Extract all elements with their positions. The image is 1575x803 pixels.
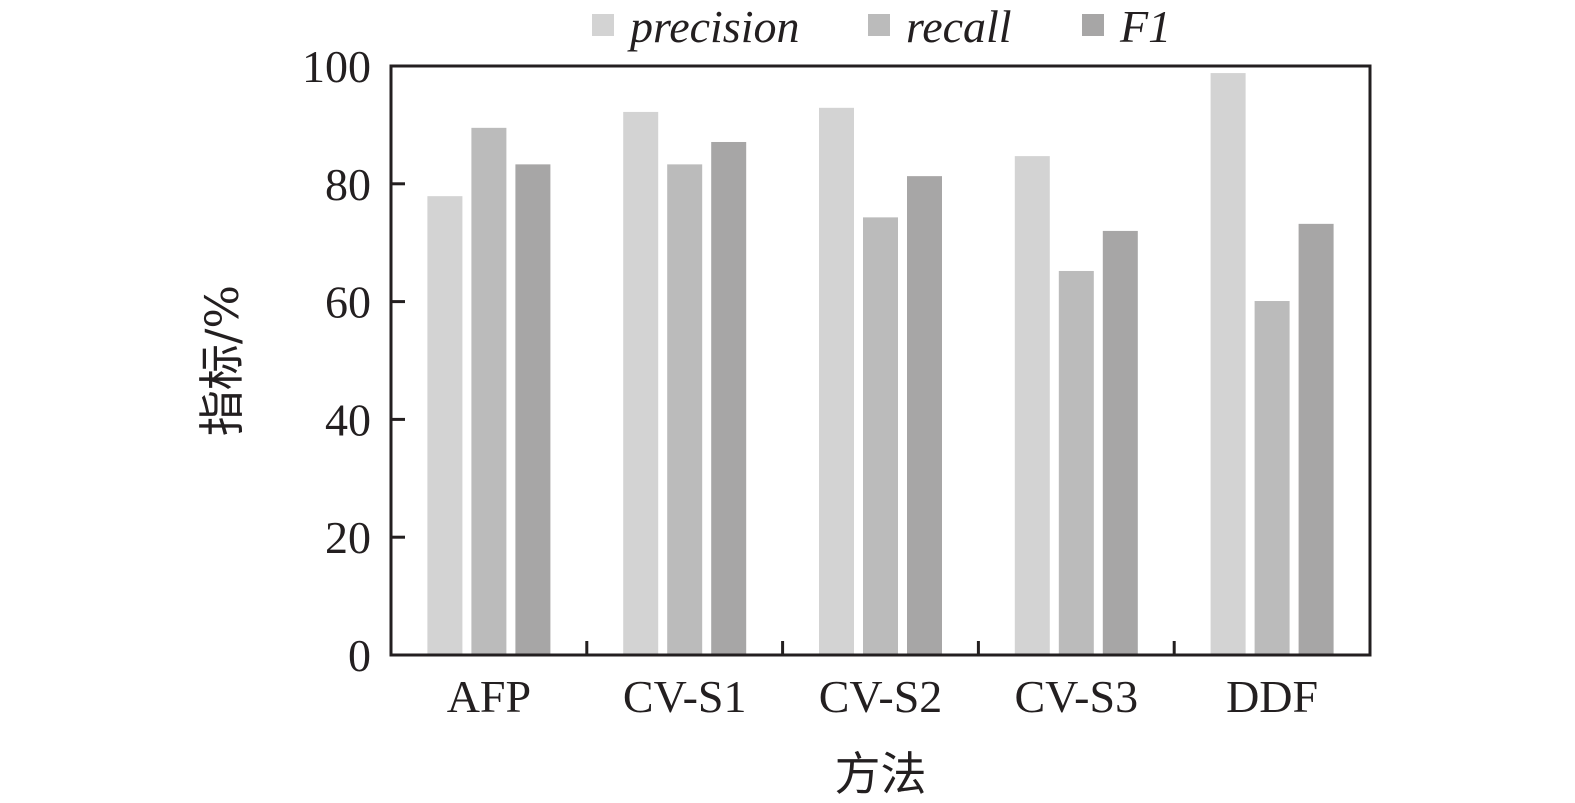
bar-f1-cv-s1: [711, 141, 747, 655]
y-tick-label: 60: [325, 277, 371, 328]
x-tick-label-ddf: DDF: [1226, 671, 1318, 722]
y-tick-label: 20: [325, 512, 371, 563]
legend-label-precision: precision: [627, 1, 800, 52]
y-tick-label: 0: [348, 630, 371, 681]
bar-precision-afp: [427, 196, 463, 655]
bar-precision-ddf: [1210, 73, 1246, 656]
axes: [389, 64, 1372, 657]
y-tick-label: 40: [325, 394, 371, 445]
y-tick-label: 100: [302, 41, 371, 92]
bar-recall-cv-s2: [863, 217, 898, 656]
bar-recall-cv-s1: [667, 164, 703, 655]
bars: [427, 73, 1334, 656]
legend-label-recall: recall: [906, 1, 1012, 52]
bar-recall-ddf: [1254, 301, 1290, 655]
legend-swatch-precision: [592, 14, 614, 36]
bar-f1-afp: [515, 164, 551, 655]
x-tick-label-cv-s2: CV-S2: [819, 671, 943, 722]
x-ticks: AFP CV-S1 CV-S2 CV-S3 DDF: [447, 641, 1318, 722]
x-axis-title: 方法: [835, 747, 927, 801]
bar-recall-cv-s3: [1058, 270, 1094, 655]
x-tick-label-cv-s1: CV-S1: [623, 671, 747, 722]
bar-precision-cv-s2: [819, 107, 854, 656]
bar-f1-cv-s2: [907, 176, 942, 655]
bar-precision-cv-s1: [623, 111, 659, 655]
bar-f1-cv-s3: [1102, 230, 1138, 656]
x-tick-label-afp: AFP: [447, 671, 531, 722]
bar-recall-afp: [471, 127, 507, 656]
legend-swatch-f1: [1082, 14, 1104, 36]
y-ticks: 0 20 40 60 80 100: [302, 41, 405, 681]
bar-precision-cv-s3: [1014, 156, 1050, 655]
y-axis-title: 指标/%: [195, 285, 249, 436]
plot-frame: [389, 64, 1372, 657]
legend-label-f1: F1: [1119, 1, 1171, 52]
legend: precision recall F1: [592, 1, 1171, 52]
x-tick-label-cv-s3: CV-S3: [1015, 671, 1139, 722]
bar-f1-ddf: [1298, 223, 1334, 656]
legend-swatch-recall: [868, 14, 890, 36]
y-tick-label: 80: [325, 159, 371, 210]
